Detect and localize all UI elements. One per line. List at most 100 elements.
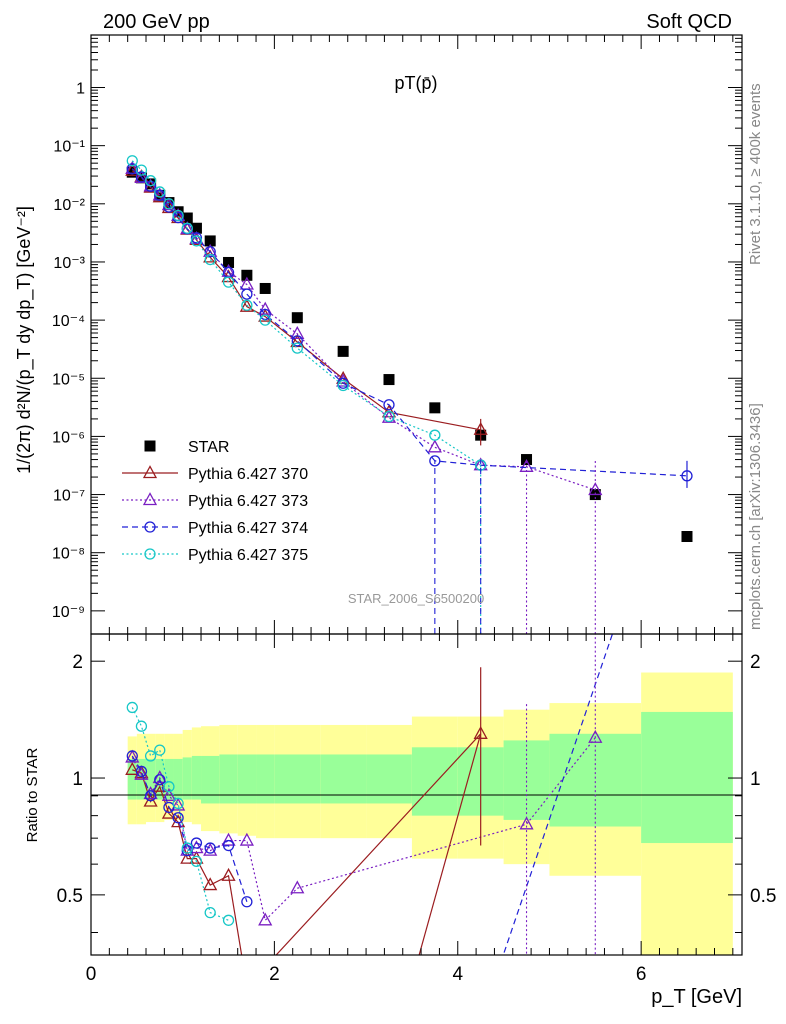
series-line	[131, 168, 688, 477]
x-tick-label: 0	[86, 964, 97, 985]
ratio-point	[204, 906, 216, 919]
ratio-point	[203, 842, 218, 856]
ratio-point	[172, 797, 184, 810]
ratio-y-tick-label-right: 1	[750, 769, 761, 790]
series-pythia-375	[126, 155, 487, 471]
y-tick-label: 10⁻⁷	[53, 488, 85, 505]
ratio-line	[131, 755, 248, 902]
legend-label: Pythia 6.427 374	[188, 520, 308, 537]
data-point	[383, 399, 395, 411]
data-point	[241, 288, 253, 300]
header-left: 200 GeV pp	[103, 11, 210, 33]
uncertainty-band-inner	[182, 757, 192, 800]
uncertainty-band-inner	[641, 711, 733, 844]
ratio-point	[163, 781, 175, 793]
y-tick-label: 10⁻⁸	[52, 546, 85, 563]
data-point	[154, 186, 166, 198]
data-point	[126, 155, 138, 167]
data-point	[337, 345, 349, 357]
ratio-point	[204, 842, 216, 854]
legend-label: Pythia 6.427 373	[188, 493, 308, 510]
data-point	[383, 410, 395, 423]
legend-marker	[142, 492, 158, 506]
legend-label: Pythia 6.427 370	[188, 466, 308, 483]
data-point	[204, 235, 216, 247]
legend-label: Pythia 6.427 375	[188, 547, 308, 564]
y-tick-label: 10⁻⁹	[52, 604, 85, 621]
y-tick-label: 10⁻⁴	[52, 313, 85, 330]
data-point	[337, 379, 349, 392]
ratio-y-tick-label: 2	[72, 652, 83, 673]
uncertainty-band-inner	[146, 758, 156, 800]
data-point	[241, 299, 253, 311]
ratio-point	[172, 812, 184, 824]
ratio-point	[161, 805, 177, 819]
plot-title: pT(p̄)	[394, 73, 437, 93]
uncertainty-band-inner	[201, 755, 220, 804]
data-point	[336, 373, 351, 387]
data-point	[154, 189, 166, 201]
data-point	[161, 197, 177, 211]
ratio-point	[241, 896, 253, 908]
ratio-point	[180, 850, 195, 864]
data-point	[241, 269, 253, 281]
ratio-point	[258, 912, 273, 926]
ratio-point	[144, 790, 157, 802]
data-point	[125, 162, 140, 176]
ratio-point	[222, 839, 235, 852]
data-point	[181, 212, 193, 224]
data-point	[144, 175, 157, 187]
y-tick-label: 10⁻²	[53, 197, 85, 214]
legend-marker	[144, 548, 156, 560]
data-point	[190, 222, 202, 234]
data-point	[239, 298, 254, 312]
ratio-line-segment	[502, 634, 614, 955]
ratio-point	[163, 801, 175, 814]
data-point	[427, 439, 442, 453]
ratio-point	[143, 786, 158, 800]
series-star	[126, 166, 693, 543]
uncertainty-band-inner	[219, 754, 238, 804]
ratio-point	[203, 877, 218, 891]
ratio-point	[154, 774, 166, 786]
data-point	[259, 282, 271, 294]
main-plot-frame	[90, 34, 743, 635]
uncertainty-band-inner	[164, 758, 174, 800]
data-point	[181, 222, 193, 234]
data-point	[135, 164, 148, 176]
x-tick-label: 4	[452, 964, 463, 985]
data-point	[681, 531, 693, 543]
main-plot-panel: 10⁻⁹ 10⁻⁸ 10⁻⁷ 10⁻⁶ 10⁻⁵ 10⁻⁴ 10⁻³ 10⁻² 10⁻¹ 1 pT…	[14, 34, 743, 635]
data-point	[429, 429, 441, 441]
ratio-series-374	[126, 750, 253, 908]
data-point	[258, 301, 273, 315]
data-point	[223, 256, 235, 268]
data-point	[290, 334, 305, 348]
ratio-line	[131, 707, 229, 921]
uncertainty-band-inner	[549, 733, 642, 827]
series-pythia-374	[126, 163, 693, 482]
ratio-point	[290, 880, 305, 894]
ratio-point	[239, 832, 254, 846]
ratio-point	[171, 797, 186, 811]
ratio-point	[125, 761, 140, 775]
ratio-y-tick-label: 0.5	[57, 886, 83, 907]
rivet-version-label: Rivet 3.1.10, ≥ 400k events	[747, 83, 764, 265]
legend-marker	[144, 440, 156, 452]
data-point	[204, 253, 216, 266]
ratio-point	[135, 765, 148, 778]
data-point	[259, 314, 271, 326]
ratio-point	[126, 750, 138, 762]
ratio-plot-frame	[90, 633, 743, 956]
data-point	[383, 374, 395, 386]
ratio-y-axis-label: Ratio to STAR	[24, 747, 41, 842]
uncertainty-band-inner	[173, 758, 183, 800]
uncertainty-band-inner	[366, 754, 412, 804]
data-point	[429, 455, 441, 467]
y-tick-label: 10⁻¹	[53, 139, 85, 156]
ratio-y-tick-label-right: 0.5	[750, 886, 776, 907]
analysis-watermark: STAR_2006_S6500200	[348, 591, 484, 606]
uncertainty-band-inner	[191, 755, 202, 800]
ratio-line-segment	[418, 733, 482, 955]
